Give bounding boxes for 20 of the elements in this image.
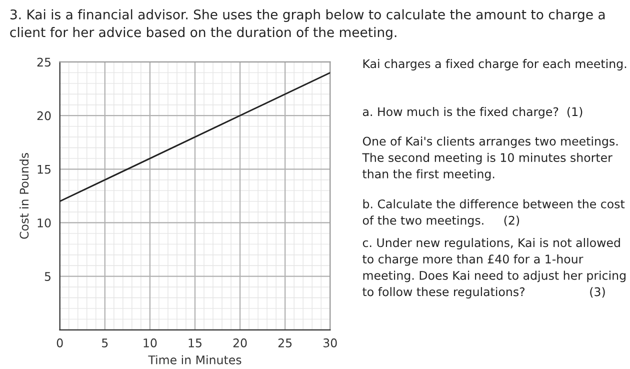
text: One of Kai's clients arranges two meetings. The second meeting is 10 minutes shorter than the first meeting. — [362, 136, 618, 181]
x-tick-label: 0 — [56, 338, 63, 348]
x-tick-label: 25 — [278, 338, 292, 348]
y-tick-label: 15 — [38, 165, 50, 174]
chart-title: 3. Kai is a financial advisor. She uses the graph below to calculate the amount to charge a client for her advice based on the duration of the meeting. — [10, 9, 605, 40]
x-tick-label: 5 — [102, 338, 108, 348]
x-tick-label: 10 — [144, 338, 157, 348]
y-tick-label: 25 — [37, 58, 50, 67]
text: c. Under new regulations, Kai is not allowed to charge more than £40 for a 1-hour meeting. Does Kai need to adjust her pricing to follow these regulations? (3) — [362, 238, 626, 299]
x-tick-label: 30 — [324, 338, 337, 348]
y-tick-label: 5 — [44, 272, 50, 281]
x-tick-label: 15 — [188, 338, 202, 348]
x-tick-label: 20 — [233, 338, 247, 348]
y-tick-label: 20 — [37, 111, 51, 120]
text: Kai charges a fixed charge for each meeting. — [363, 59, 626, 70]
text: a. How much is the fixed charge? (1) — [362, 107, 582, 118]
y-axis-title: Cost in Pounds — [20, 152, 29, 239]
x-axis-title: Time in Minutes — [148, 355, 242, 364]
text: b. Calculate the difference between the cost of the two meetings. (2) — [362, 199, 625, 228]
y-tick-label: 10 — [38, 218, 51, 228]
